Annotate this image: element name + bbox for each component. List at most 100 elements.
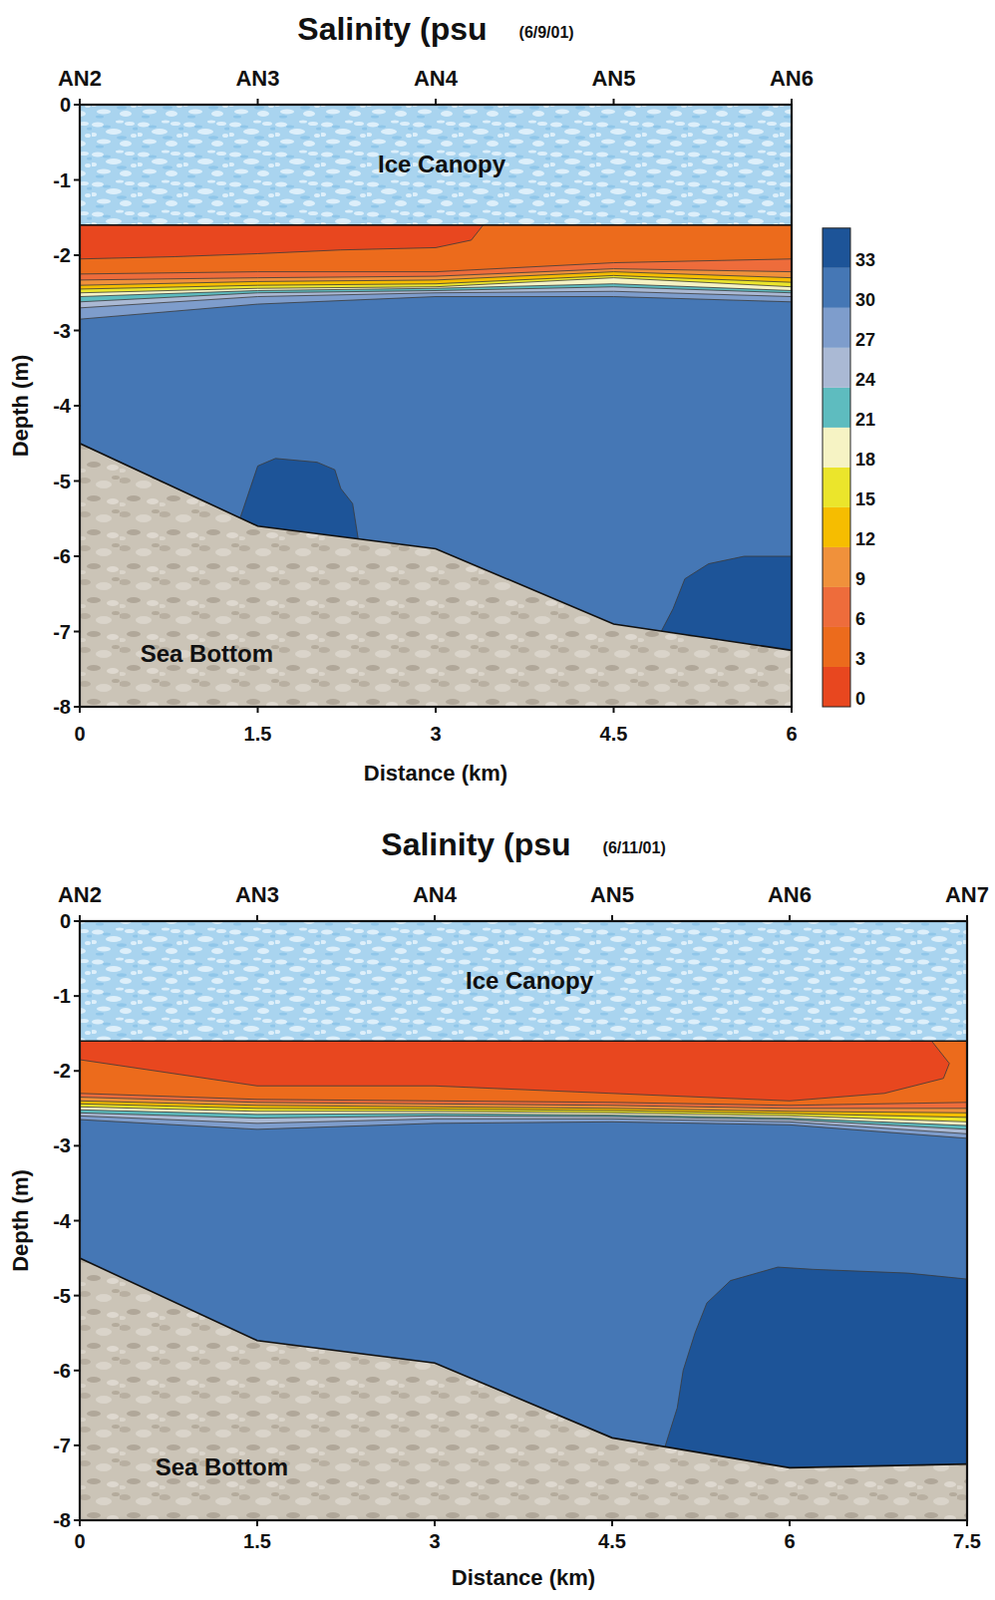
x-tick — [257, 706, 260, 713]
y-tick — [73, 254, 80, 257]
sea-bottom — [79, 1258, 968, 1521]
y-tick — [73, 1069, 80, 1072]
station-tick — [78, 98, 81, 105]
x-tick-label: 4.5 — [600, 722, 629, 745]
x-tick — [613, 706, 616, 713]
x-tick-label: 0 — [73, 1530, 85, 1553]
panel: Ice CanopySea Bottom-8-7-6-5-4-3-2-1001.… — [7, 10, 876, 786]
x-tick-label: 1.5 — [243, 1530, 272, 1553]
colorbar-cell — [822, 547, 851, 588]
ice-label: Ice Canopy — [465, 967, 595, 995]
y-tick-label: -6 — [52, 545, 71, 568]
x-axis-title: Distance (km) — [451, 1565, 596, 1591]
y-tick — [73, 330, 80, 332]
station-tick — [790, 98, 793, 105]
y-tick-label: -7 — [52, 1434, 71, 1457]
subtitle: (6/9/01) — [519, 23, 575, 41]
station-label: AN7 — [945, 882, 990, 908]
salinity-region — [79, 1040, 968, 1126]
station-label: AN6 — [767, 882, 812, 908]
ice-edge — [79, 1039, 968, 1042]
plot-frame — [79, 921, 968, 1521]
colorbar-cell — [822, 467, 851, 508]
sea-bottom-line — [79, 443, 792, 652]
y-tick — [73, 1144, 80, 1147]
colorbar-cell — [822, 627, 851, 667]
station-label: AN6 — [769, 65, 814, 91]
colorbar-cell — [822, 347, 851, 388]
colorbar-tick-label: 30 — [855, 290, 876, 311]
salinity-region — [79, 1040, 968, 1113]
y-tick — [73, 1369, 80, 1372]
ice-edge — [79, 224, 792, 227]
x-tick-label: 3 — [429, 722, 441, 745]
salinity-region — [79, 1040, 968, 1134]
y-tick — [73, 1444, 80, 1447]
sea-bottom-label: Sea Bottom — [155, 1453, 289, 1481]
salinity-region — [79, 225, 792, 320]
salinity-region — [79, 225, 792, 294]
salinity-region — [79, 1040, 968, 1122]
colorbar: 03691215182124273033 — [822, 228, 876, 709]
x-tick — [433, 1520, 436, 1527]
x-tick-label: 1.5 — [244, 722, 273, 745]
y-tick-label: -4 — [52, 1210, 72, 1233]
y-axis-title: Depth (m) — [7, 354, 33, 458]
y-tick-label: -8 — [52, 1509, 71, 1532]
ice-label: Ice Canopy — [377, 150, 507, 178]
figure: Ice CanopySea Bottom-8-7-6-5-4-3-2-1001.… — [0, 0, 995, 1600]
salinity-region — [79, 1040, 968, 1521]
colorbar-tick-label: 15 — [855, 489, 876, 510]
salinity-region — [79, 225, 792, 290]
x-tick-label: 3 — [428, 1530, 440, 1553]
y-tick-label: -3 — [52, 320, 71, 342]
sea-bottom — [79, 443, 792, 707]
y-tick-label: -1 — [52, 169, 71, 192]
colorbar-tick-label: 21 — [855, 409, 876, 430]
colorbar-cell — [822, 308, 851, 348]
ice-canopy — [79, 104, 792, 226]
station-label: AN2 — [57, 882, 102, 908]
panel: Ice CanopySea Bottom-8-7-6-5-4-3-2-1001.… — [7, 826, 990, 1591]
colorbar-tick-label: 18 — [855, 449, 876, 470]
x-tick-label: 4.5 — [598, 1530, 627, 1553]
x-tick — [966, 1520, 969, 1527]
salinity-region — [79, 225, 792, 303]
subtitle: (6/11/01) — [603, 839, 666, 857]
station-tick — [788, 915, 791, 922]
station-label: AN4 — [413, 65, 459, 91]
x-tick — [788, 1520, 791, 1527]
y-tick — [73, 631, 80, 634]
colorbar-cell — [822, 507, 851, 548]
salinity-region — [79, 1040, 968, 1118]
colorbar-tick-label: 3 — [855, 649, 866, 669]
station-label: AN5 — [591, 65, 636, 91]
station-tick — [257, 98, 260, 105]
station-label: AN5 — [590, 882, 635, 908]
station-label: AN4 — [412, 882, 458, 908]
title: Salinity (psu — [297, 10, 487, 47]
y-tick-label: -6 — [52, 1359, 71, 1382]
y-tick-label: -8 — [52, 695, 71, 718]
colorbar-cell — [822, 666, 851, 707]
y-tick-label: -4 — [52, 394, 72, 417]
x-tick — [78, 1520, 81, 1527]
y-tick-label: 0 — [59, 93, 71, 116]
y-tick-label: -2 — [52, 244, 71, 267]
y-tick-label: -7 — [52, 621, 71, 644]
y-tick-label: -2 — [52, 1059, 71, 1082]
station-label: AN3 — [235, 65, 280, 91]
x-tick-label: 0 — [73, 722, 85, 745]
x-tick-label: 7.5 — [953, 1530, 982, 1553]
colorbar-cell — [822, 427, 851, 468]
colorbar-cell — [822, 587, 851, 628]
station-tick — [613, 98, 616, 105]
y-tick-label: 0 — [59, 910, 71, 933]
ice-canopy — [79, 921, 968, 1041]
title: Salinity (psu — [380, 826, 571, 863]
salinity-region — [79, 225, 792, 286]
y-tick-label: -3 — [52, 1134, 71, 1157]
colorbar-cell — [822, 387, 851, 428]
y-tick — [73, 995, 80, 997]
salinity-region — [664, 1267, 968, 1483]
